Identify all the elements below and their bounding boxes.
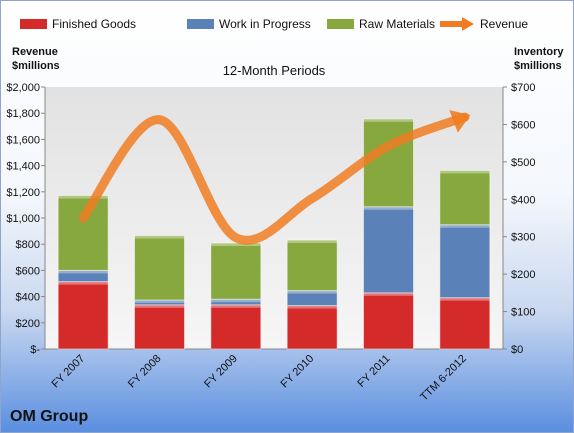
bar-work-in-progress xyxy=(210,298,262,306)
bar-raw-materials xyxy=(363,118,414,208)
bar-raw-materials xyxy=(57,195,109,271)
bar-segment xyxy=(286,239,338,292)
bar-highlight xyxy=(210,243,261,247)
left-tick-label: $400 xyxy=(16,292,40,304)
bar-work-in-progress xyxy=(286,290,338,307)
left-axis-title-line1: Revenue xyxy=(12,46,58,58)
left-tick-label: $- xyxy=(30,344,40,356)
bar-segment xyxy=(439,297,491,350)
bar-segment xyxy=(363,118,414,208)
bar-raw-materials xyxy=(439,169,491,226)
left-tick-label: $1,200 xyxy=(6,187,40,199)
company-name: OM Group xyxy=(10,408,88,425)
bar-highlight xyxy=(210,299,261,303)
left-tick-label: $1,600 xyxy=(6,134,40,146)
bar-raw-materials xyxy=(134,235,185,301)
bar-finished-goods xyxy=(210,304,262,350)
left-tick-label: $1,000 xyxy=(6,213,40,225)
bar-highlight xyxy=(210,304,261,308)
bar-highlight xyxy=(58,270,109,274)
bar-finished-goods xyxy=(439,297,491,350)
bar-segment xyxy=(57,195,109,271)
right-axis-title-line2: $millions xyxy=(514,60,562,72)
legend-label-revenue: Revenue xyxy=(480,17,528,31)
bar-segment xyxy=(210,304,262,350)
right-tick-label: $500 xyxy=(511,157,535,169)
left-tick-label: $1,800 xyxy=(6,108,40,120)
bar-highlight xyxy=(134,299,185,303)
bar-highlight xyxy=(439,170,490,174)
revenue-line xyxy=(78,112,470,245)
bar-raw-materials xyxy=(286,239,338,292)
left-tick-label: $2,000 xyxy=(6,82,40,94)
right-axis-title-line1: Inventory xyxy=(514,46,564,58)
bar-highlight xyxy=(363,206,414,210)
bar-highlight xyxy=(287,290,338,294)
bar-segment xyxy=(210,242,262,300)
left-tick-label: $1,400 xyxy=(6,161,40,173)
left-axis-title-line2: $millions xyxy=(12,60,60,72)
bar-segment xyxy=(286,305,338,350)
left-tick-label: $600 xyxy=(16,265,40,277)
bar-work-in-progress xyxy=(439,224,491,299)
bar-segment xyxy=(363,292,414,350)
bar-raw-materials xyxy=(210,242,262,300)
bar-highlight xyxy=(134,235,185,239)
chart-title: 12-Month Periods xyxy=(223,63,326,78)
legend-swatch-raw-materials xyxy=(327,19,354,29)
bar-segment xyxy=(439,224,491,299)
bar-highlight xyxy=(287,305,338,309)
bar-segment xyxy=(439,169,491,226)
legend-arrow-revenue xyxy=(462,17,474,31)
bar-segment xyxy=(57,281,109,350)
bar-highlight xyxy=(363,292,414,296)
bar-work-in-progress xyxy=(363,206,414,294)
right-tick-label: $300 xyxy=(511,232,535,244)
bar-finished-goods xyxy=(134,304,185,350)
right-tick-label: $100 xyxy=(511,307,535,319)
bar-segment xyxy=(134,304,185,350)
bar-highlight xyxy=(363,118,414,122)
legend-label-finished-goods: Finished Goods xyxy=(52,17,136,31)
bar-finished-goods xyxy=(363,292,414,350)
bar-highlight xyxy=(439,224,490,228)
legend-label-raw-materials: Raw Materials xyxy=(359,17,435,31)
legend-swatch-finished-goods xyxy=(20,19,47,29)
bar-highlight xyxy=(58,195,109,199)
revenue-arrowhead xyxy=(449,110,471,133)
right-tick-label: $200 xyxy=(511,269,535,281)
left-tick-label: $200 xyxy=(16,318,40,330)
bar-finished-goods xyxy=(57,281,109,350)
bar-finished-goods xyxy=(286,305,338,350)
legend-swatch-work-in-progress xyxy=(187,19,214,29)
bar-work-in-progress xyxy=(57,269,109,283)
bar-highlight xyxy=(134,304,185,308)
bar-work-in-progress xyxy=(134,299,185,306)
legend-label-work-in-progress: Work in Progress xyxy=(219,17,311,31)
bar-segment xyxy=(134,235,185,301)
bar-highlight xyxy=(439,297,490,301)
right-tick-label: $0 xyxy=(511,344,523,356)
right-tick-label: $400 xyxy=(511,194,535,206)
right-tick-label: $700 xyxy=(511,82,535,94)
right-tick-label: $600 xyxy=(511,119,535,131)
bar-highlight xyxy=(58,281,109,285)
bar-highlight xyxy=(287,240,338,244)
bar-segment xyxy=(363,206,414,294)
left-tick-label: $800 xyxy=(16,239,40,251)
